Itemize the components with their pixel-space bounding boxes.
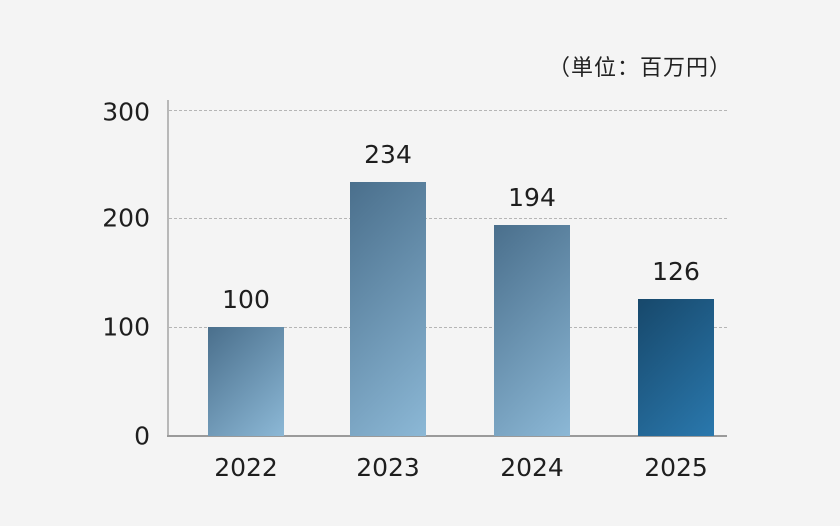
x-tick-2023: 2023 — [356, 453, 420, 482]
bar-2025: 126 — [638, 257, 714, 436]
x-tick-2024: 2024 — [500, 453, 564, 482]
bar-value-label: 194 — [508, 183, 556, 212]
bar-value-label: 100 — [222, 285, 270, 314]
y-tick-100: 100 — [102, 312, 150, 342]
x-axis — [167, 435, 727, 437]
gridline-100 — [169, 327, 727, 328]
unit-label: （単位：百万円） — [547, 56, 732, 81]
bar-value-label: 126 — [652, 257, 700, 286]
y-axis — [167, 100, 169, 437]
bar-2024: 194 — [494, 183, 570, 436]
x-tick-2022: 2022 — [214, 453, 278, 482]
bar-2023: 234 — [350, 140, 426, 436]
gridline-300 — [169, 110, 727, 111]
y-tick-200: 200 — [102, 203, 150, 233]
x-tick-2025: 2025 — [644, 453, 708, 482]
gridline-200 — [169, 218, 727, 219]
bar-2022: 100 — [208, 285, 284, 436]
y-tick-0: 0 — [134, 421, 150, 451]
y-tick-300: 300 — [102, 97, 150, 127]
bar-value-label: 234 — [364, 140, 412, 169]
